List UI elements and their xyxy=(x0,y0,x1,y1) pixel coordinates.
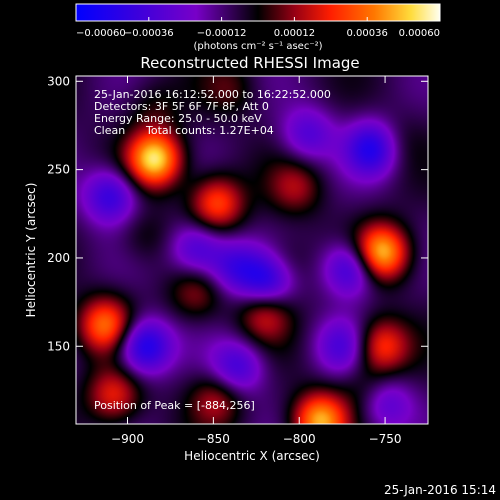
x-tick-label: −900 xyxy=(111,432,144,446)
annotation-detectors: Detectors: 3F 5F 6F 7F 8F, Att 0 xyxy=(94,100,269,113)
colorbar-gradient xyxy=(76,4,440,21)
annotation-time-range: 25-Jan-2016 16:12:52.000 to 16:22:52.000 xyxy=(94,88,331,101)
colorbar-tick-label: −0.00012 xyxy=(197,28,247,39)
x-axis: −900 −850 −800 −750 xyxy=(111,76,402,446)
colorbar-frame xyxy=(75,3,441,22)
y-tick-label: 300 xyxy=(47,74,70,88)
annotation-peak-position: Position of Peak = [-884,256] xyxy=(94,399,255,412)
y-tick-label: 150 xyxy=(47,339,70,353)
x-tick-label: −800 xyxy=(283,432,316,446)
colorbar-tick-label: −0.00060 xyxy=(76,28,126,39)
footer-timestamp: 25-Jan-2016 15:14 xyxy=(384,483,496,497)
colorbar-tick-label: 0.00012 xyxy=(274,28,315,39)
colorbar-ticks: −0.00060−0.00036 −0.00012 0.00012 0.00036 0.… xyxy=(75,17,441,39)
colorbar-tick-label: −0.00036 xyxy=(124,28,174,39)
colorbar-tick-label: 0.00036 xyxy=(347,28,388,39)
annotation-energy-range: Energy Range: 25.0 - 50.0 keV xyxy=(94,112,262,125)
annotation-clean: Clean xyxy=(94,124,125,137)
plot-frame xyxy=(75,75,429,425)
x-axis-label: Heliocentric X (arcsec) xyxy=(184,449,320,463)
heatmap-container xyxy=(76,76,428,424)
x-tick-label: −850 xyxy=(197,432,230,446)
x-tick-label: −750 xyxy=(369,432,402,446)
heatmap-image xyxy=(76,76,428,424)
y-tick-label: 250 xyxy=(47,163,70,177)
colorbar-units-label: (photons cm⁻² s⁻¹ asec⁻²) xyxy=(193,41,322,52)
annotation-total-counts: Total counts: 1.27E+04 xyxy=(145,124,274,137)
colorbar-tick-label: 0.00060 xyxy=(399,28,440,39)
y-tick-label: 200 xyxy=(47,251,70,265)
y-axis-label: Heliocentric Y (arcsec) xyxy=(24,183,38,318)
chart-title: Reconstructed RHESSI Image xyxy=(140,54,359,72)
annotation-block: 25-Jan-2016 16:12:52.000 to 16:22:52.000… xyxy=(94,88,331,412)
colorbar: −0.00060−0.00036 −0.00012 0.00012 0.00036 0.… xyxy=(75,3,441,52)
y-axis: 150 200 250 300 xyxy=(47,74,428,353)
